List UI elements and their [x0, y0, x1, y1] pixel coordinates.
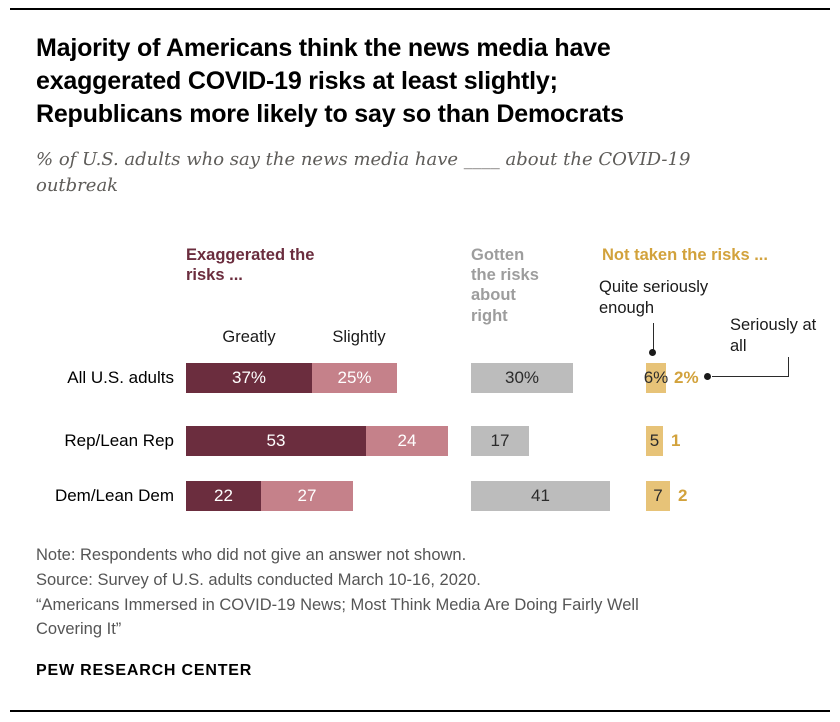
value-not-seriously-at-all: 1 [671, 431, 681, 451]
content: Majority of Americans think the news med… [10, 10, 830, 680]
subheader-slightly: Slightly [332, 328, 386, 347]
callout-dot-seriously-at-all [704, 373, 711, 381]
value-not-seriously-at-all: 2% [674, 368, 699, 388]
footnotes: Note: Respondents who did not give an an… [36, 543, 696, 642]
bar-exaggerated-slightly: 25% [312, 363, 397, 394]
callout-line-seriously-at-all-horizontal [712, 376, 788, 378]
subheader-seriously-at-all: Seriously at all [730, 316, 817, 355]
bar-exaggerated-slightly: 27 [261, 481, 353, 512]
subheader-greatly: Greatly [222, 328, 276, 347]
bar-not-quite-seriously: 6% [644, 363, 668, 394]
callout-line-seriously-at-all-vertical [788, 357, 789, 378]
bar-row-rep-lean-rep: Rep/Lean Rep 53 24 17 5 1 [36, 426, 804, 457]
row-label: Rep/Lean Rep [64, 431, 174, 451]
bar-exaggerated-greatly: 53 [186, 426, 366, 457]
row-label: All U.S. adults [67, 368, 174, 388]
note-line: Note: Respondents who did not give an an… [36, 546, 467, 565]
group-header-not-taken: Not taken the risks ... [602, 246, 768, 265]
source-line: Source: Survey of U.S. adults conducted … [36, 570, 481, 589]
subheader-quite-seriously: Quite seriously enough [599, 278, 709, 317]
bottom-rule [10, 710, 830, 712]
pew-research-center-wordmark: PEW RESEARCH CENTER [36, 662, 253, 680]
callout-line-quite-seriously [653, 323, 654, 352]
bar-about-right: 17 [471, 426, 529, 457]
group-header-about-right: Gotten the risks about right [471, 246, 539, 325]
bar-chart: Exaggerated the risks ... Gotten the ris… [36, 241, 816, 523]
bar-row-all-us-adults: All U.S. adults 37% 25% 30% 6% 2% [36, 363, 804, 394]
bar-not-quite-seriously: 7 [646, 481, 670, 512]
group-header-exaggerated: Exaggerated the risks ... [186, 246, 315, 285]
bar-row-dem-lean-dem: Dem/Lean Dem 22 27 41 7 2 [36, 481, 804, 512]
row-label: Dem/Lean Dem [54, 486, 174, 506]
report-title-line: “Americans Immersed in COVID-19 News; Mo… [36, 595, 639, 639]
callout-dot-quite-seriously [649, 349, 656, 357]
bar-about-right: 41 [471, 481, 610, 512]
bar-exaggerated-greatly: 22 [186, 481, 261, 512]
bar-exaggerated-slightly: 24 [366, 426, 448, 457]
bar-not-quite-seriously: 5 [646, 426, 663, 457]
bar-about-right: 30% [471, 363, 573, 394]
bar-exaggerated-greatly: 37% [186, 363, 312, 394]
chart-subtitle: % of U.S. adults who say the news media … [36, 149, 691, 197]
top-rule [10, 8, 830, 10]
value-not-seriously-at-all: 2 [678, 486, 688, 506]
page-title: Majority of Americans think the news med… [36, 34, 624, 128]
